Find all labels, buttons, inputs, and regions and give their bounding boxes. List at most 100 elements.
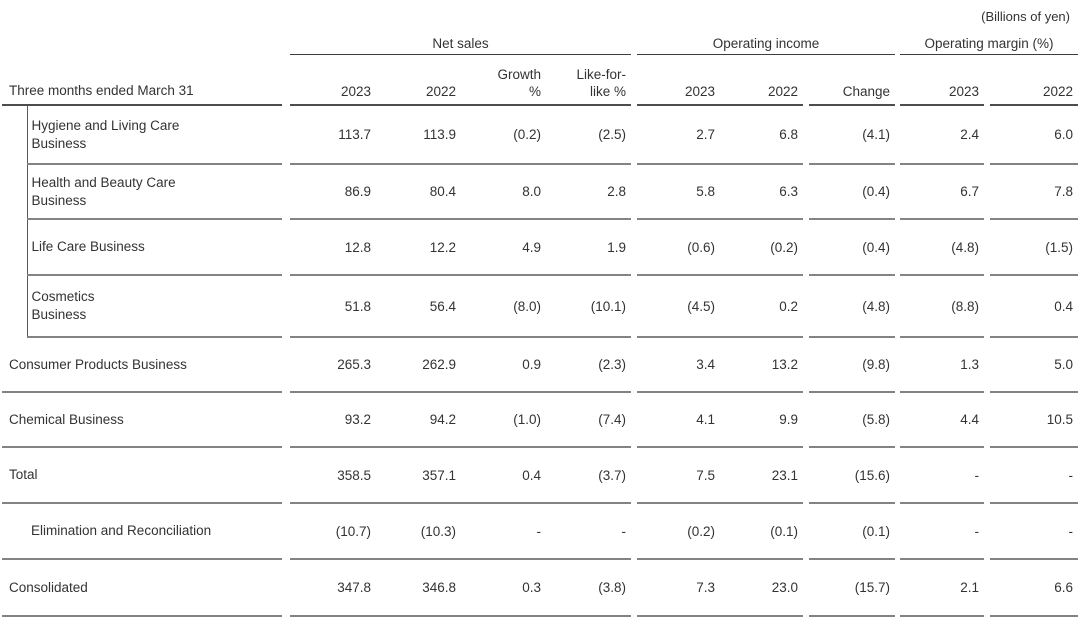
cell-growth: 8.0 xyxy=(461,164,546,220)
cell-growth: 4.9 xyxy=(461,219,546,276)
cell-ns-2022: 80.4 xyxy=(376,164,461,220)
col-ns-2023: 2023 xyxy=(290,54,376,106)
cell-like-for-like: (2.5) xyxy=(546,105,632,165)
row-label: Hygiene and Living Care Business xyxy=(26,105,282,165)
cell-om-2023: 1.3 xyxy=(900,337,985,393)
cell-growth: (8.0) xyxy=(461,275,546,338)
row-label: Chemical Business xyxy=(2,392,282,448)
unit-note: (Billions of yen) xyxy=(981,9,1070,24)
col-oi-2022: 2022 xyxy=(720,54,804,106)
column-spacer xyxy=(282,105,290,164)
cell-change: (5.8) xyxy=(809,392,896,448)
column-spacer xyxy=(282,275,290,337)
column-spacer xyxy=(282,337,290,392)
cell-om-2022: (1.5) xyxy=(990,219,1079,276)
row-label: Consumer Products Business xyxy=(2,337,282,393)
column-spacer xyxy=(282,447,290,503)
row-indent xyxy=(2,275,27,337)
group-operating-income: Operating income xyxy=(637,26,896,55)
cell-growth: (0.2) xyxy=(461,105,546,165)
cell-oi-2023: (0.2) xyxy=(637,503,721,560)
cell-oi-2022: 13.2 xyxy=(720,337,804,393)
row-label: Total xyxy=(2,447,282,504)
row-header-title: Three months ended March 31 xyxy=(2,54,282,106)
cell-oi-2022: (0.1) xyxy=(720,503,804,560)
cell-ns-2023: 86.9 xyxy=(290,164,376,220)
cell-oi-2023: 4.1 xyxy=(637,392,721,448)
row-label: Cosmetics Business xyxy=(26,275,282,338)
row-indent xyxy=(2,105,27,164)
col-om-2023: 2023 xyxy=(900,54,985,106)
cell-om-2022: - xyxy=(990,447,1079,504)
table-row: Life Care Business 12.8 12.2 4.9 1.9 (0.… xyxy=(2,219,1079,276)
cell-like-for-like: - xyxy=(546,503,632,560)
cell-om-2022: - xyxy=(990,503,1079,560)
cell-change: (0.4) xyxy=(809,219,896,276)
column-spacer xyxy=(282,559,290,616)
column-spacer xyxy=(282,219,290,275)
cell-ns-2023: 113.7 xyxy=(290,105,376,165)
col-oi-2023: 2023 xyxy=(637,54,721,106)
group-net-sales: Net sales xyxy=(290,26,632,55)
cell-oi-2022: 6.3 xyxy=(720,164,804,220)
cell-like-for-like: 1.9 xyxy=(546,219,632,276)
cell-om-2022: 5.0 xyxy=(990,337,1079,393)
cell-growth: 0.3 xyxy=(461,559,546,617)
col-om-2022: 2022 xyxy=(990,54,1079,106)
cell-om-2023: - xyxy=(900,503,985,560)
cell-like-for-like: (3.8) xyxy=(546,559,632,617)
cell-oi-2023: 7.3 xyxy=(637,559,721,617)
cell-om-2023: 2.4 xyxy=(900,105,985,165)
cell-like-for-like: (3.7) xyxy=(546,447,632,504)
cell-growth: 0.4 xyxy=(461,447,546,504)
cell-change: (4.1) xyxy=(809,105,896,165)
cell-oi-2022: 9.9 xyxy=(720,392,804,448)
column-spacer xyxy=(282,503,290,559)
cell-oi-2022: 23.0 xyxy=(720,559,804,617)
column-header-row: Three months ended March 31 2023 2022 Gr… xyxy=(2,54,1079,106)
cell-om-2023: (4.8) xyxy=(900,219,985,276)
cell-ns-2023: (10.7) xyxy=(290,503,376,560)
row-label: Life Care Business xyxy=(26,219,282,276)
cell-change: (0.1) xyxy=(809,503,896,560)
table-row: Chemical Business 93.2 94.2 (1.0) (7.4) … xyxy=(2,392,1079,448)
group-header-row: Net sales Operating income Operating mar… xyxy=(2,26,1079,55)
cell-ns-2022: 113.9 xyxy=(376,105,461,165)
cell-oi-2022: 0.2 xyxy=(720,275,804,338)
column-spacer xyxy=(282,26,290,54)
row-label: Elimination and Reconciliation xyxy=(2,503,282,560)
cell-om-2022: 6.6 xyxy=(990,559,1079,617)
row-indent xyxy=(2,164,27,219)
table-row: Consumer Products Business 265.3 262.9 0… xyxy=(2,337,1079,393)
report-page: (Billions of yen) Net sales Operating in… xyxy=(2,9,1079,617)
cell-oi-2023: 2.7 xyxy=(637,105,721,165)
cell-ns-2022: 357.1 xyxy=(376,447,461,504)
column-spacer xyxy=(282,164,290,219)
table-row: Hygiene and Living Care Business 113.7 1… xyxy=(2,105,1079,165)
cell-om-2023: 6.7 xyxy=(900,164,985,220)
cell-om-2023: 2.1 xyxy=(900,559,985,617)
cell-oi-2023: (4.5) xyxy=(637,275,721,338)
cell-change: (4.8) xyxy=(809,275,896,338)
cell-like-for-like: (10.1) xyxy=(546,275,632,338)
cell-ns-2023: 358.5 xyxy=(290,447,376,504)
cell-om-2022: 7.8 xyxy=(990,164,1079,220)
cell-change: (15.6) xyxy=(809,447,896,504)
cell-om-2022: 0.4 xyxy=(990,275,1079,338)
col-like-for-like: Like-for- like % xyxy=(546,54,632,106)
row-label: Health and Beauty Care Business xyxy=(26,164,282,220)
cell-om-2022: 6.0 xyxy=(990,105,1079,165)
cell-ns-2022: 94.2 xyxy=(376,392,461,448)
cell-ns-2023: 12.8 xyxy=(290,219,376,276)
cell-growth: (1.0) xyxy=(461,392,546,448)
segment-results-table: Net sales Operating income Operating mar… xyxy=(2,26,1079,617)
cell-oi-2023: 5.8 xyxy=(637,164,721,220)
cell-ns-2022: 12.2 xyxy=(376,219,461,276)
cell-om-2023: - xyxy=(900,447,985,504)
cell-oi-2022: 23.1 xyxy=(720,447,804,504)
cell-om-2023: 4.4 xyxy=(900,392,985,448)
cell-change: (15.7) xyxy=(809,559,896,617)
cell-om-2023: (8.8) xyxy=(900,275,985,338)
cell-oi-2023: 3.4 xyxy=(637,337,721,393)
cell-change: (9.8) xyxy=(809,337,896,393)
